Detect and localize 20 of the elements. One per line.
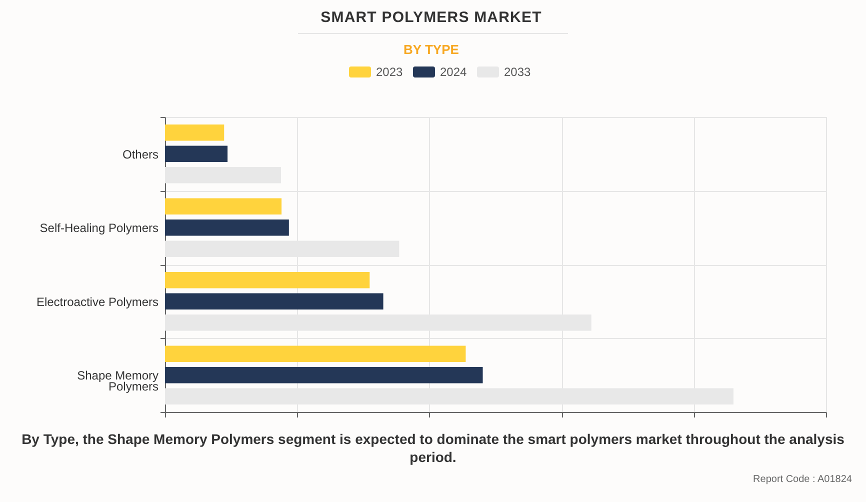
legend-label: 2024 (440, 65, 468, 79)
bar (165, 124, 224, 141)
y-tick-label: Others (122, 147, 158, 162)
bar (165, 198, 282, 215)
bar (165, 367, 483, 384)
bar (165, 220, 289, 236)
legend-label: 2023 (376, 65, 404, 79)
bar (165, 146, 228, 162)
chart-title: SMART POLYMERS MARKET (320, 9, 542, 26)
y-tick-label: Shape Memory Polymers (77, 368, 158, 394)
y-tick-label: Self-Healing Polymers (40, 221, 158, 236)
bar (165, 166, 281, 184)
y-tick-label: Electroactive Polymers (36, 294, 158, 309)
chart-subtitle: BY TYPE (404, 42, 460, 57)
legend-label: 2033 (504, 65, 532, 79)
bar (165, 293, 384, 310)
bar (165, 272, 370, 288)
text: Report Code : A01824 (753, 474, 852, 486)
bar (165, 346, 466, 362)
text: By Type, the Shape Memory Polymers segment is expected to dominate the smart polymers market throughout the analysis period. (20, 430, 846, 466)
